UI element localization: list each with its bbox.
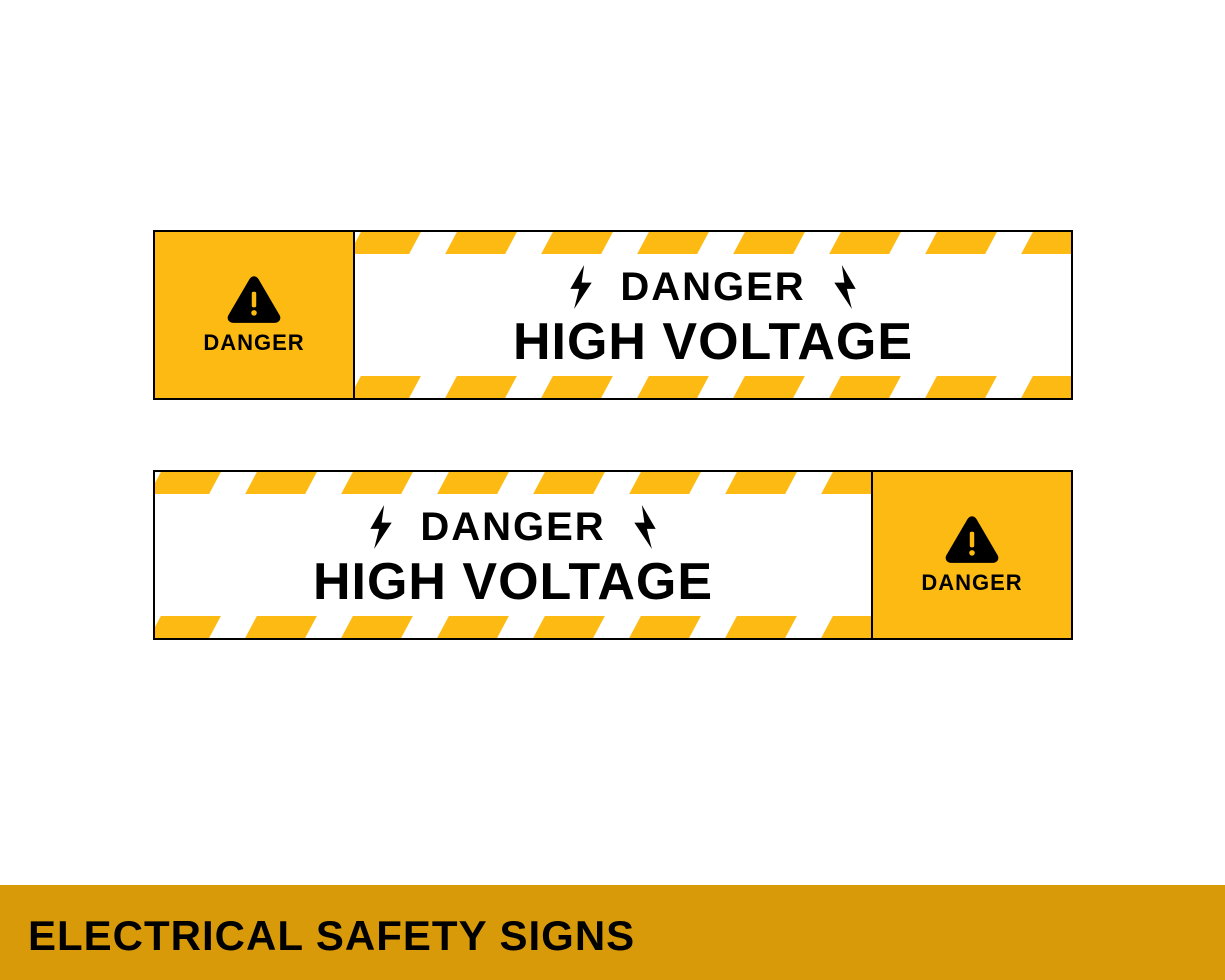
lightning-bolt-icon xyxy=(364,505,398,549)
lightning-bolt-icon xyxy=(828,265,862,309)
danger-sign-left-variant: DANGER DANGER HIGH VOLTAGE xyxy=(153,230,1073,400)
message-panel: DANGER HIGH VOLTAGE xyxy=(355,232,1071,398)
footer-title: ELECTRICAL SAFETY SIGNS xyxy=(28,912,635,960)
message-line-1-text: DANGER xyxy=(620,265,805,310)
lightning-bolt-icon xyxy=(628,505,662,549)
lightning-bolt-icon xyxy=(564,265,598,309)
panel-label: DANGER xyxy=(921,570,1022,596)
hazard-stripes-top xyxy=(155,472,871,494)
message-panel: DANGER HIGH VOLTAGE xyxy=(155,472,871,638)
message-line-1: DANGER xyxy=(364,505,661,550)
message-line-1-text: DANGER xyxy=(420,505,605,550)
hazard-stripes-bottom xyxy=(155,616,871,638)
infographic-canvas: DANGER DANGER HIGH VOLTAGE xyxy=(0,0,1225,980)
message-line-2: HIGH VOLTAGE xyxy=(313,552,713,612)
message-line-2: HIGH VOLTAGE xyxy=(513,312,913,372)
message-line-1: DANGER xyxy=(564,265,861,310)
hazard-stripes-top xyxy=(355,232,1071,254)
warning-triangle-icon xyxy=(226,274,282,324)
panel-label: DANGER xyxy=(203,330,304,356)
danger-sign-right-variant: DANGER HIGH VOLTAGE DANGER xyxy=(153,470,1073,640)
hazard-stripes-bottom xyxy=(355,376,1071,398)
danger-panel: DANGER xyxy=(155,232,355,398)
warning-triangle-icon xyxy=(944,514,1000,564)
danger-panel: DANGER xyxy=(871,472,1071,638)
